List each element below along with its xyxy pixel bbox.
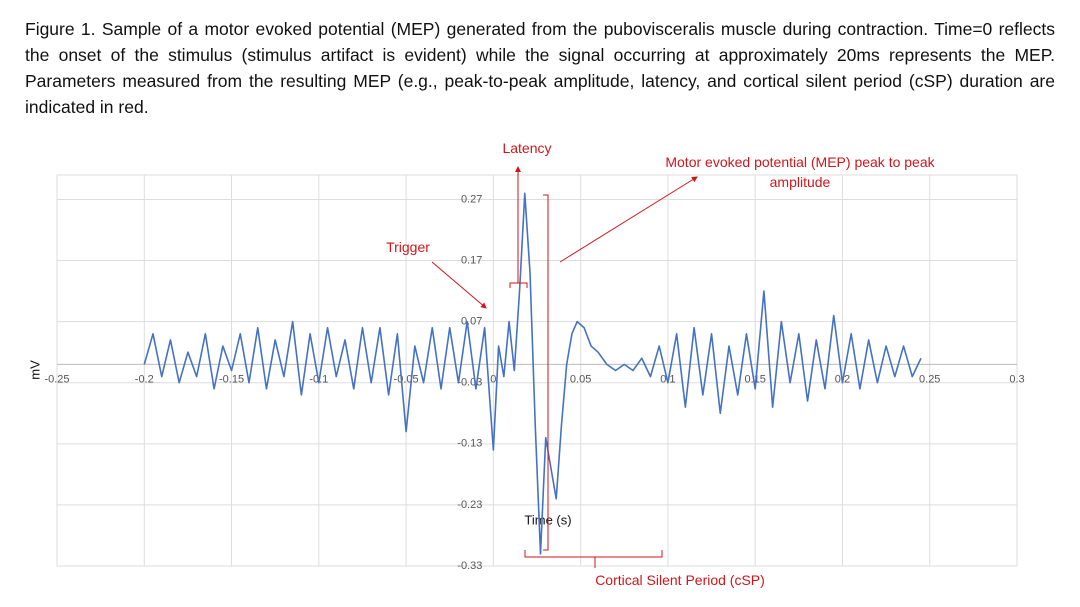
x-tick-label: -0.05: [394, 373, 419, 385]
x-tick-label: 0.25: [919, 373, 940, 385]
x-tick-label: 0.3: [1009, 373, 1024, 385]
y-axis-label: mV: [27, 360, 42, 380]
y-tick-label: 0.27: [461, 193, 482, 205]
x-tick-label: -0.15: [219, 373, 244, 385]
annotation: Motor evoked potential (MEP) peak to pea…: [665, 154, 935, 190]
y-tick-label: -0.13: [457, 438, 482, 450]
x-tick-label: 0.05: [570, 373, 591, 385]
y-tick-label: -0.23: [457, 499, 482, 511]
x-tick-label: 0: [490, 373, 496, 385]
x-tick-label: 0.15: [744, 373, 765, 385]
annotation: Trigger: [386, 239, 430, 255]
y-tick-label: -0.33: [457, 560, 482, 572]
annotation: Latency: [502, 140, 552, 156]
y-tick-label: -0.03: [457, 377, 482, 389]
annotation: Cortical Silent Period (cSP): [595, 572, 765, 588]
signal-line: [143, 192, 922, 555]
y-tick-label: 0.07: [461, 316, 482, 328]
caption: Figure 1. Sample of a motor evoked poten…: [25, 19, 1055, 117]
y-tick-label: 0.17: [461, 254, 482, 266]
annotation-shapes: [431, 166, 698, 568]
x-tick-label: -0.25: [44, 373, 69, 385]
x-tick-label: -0.2: [135, 373, 154, 385]
